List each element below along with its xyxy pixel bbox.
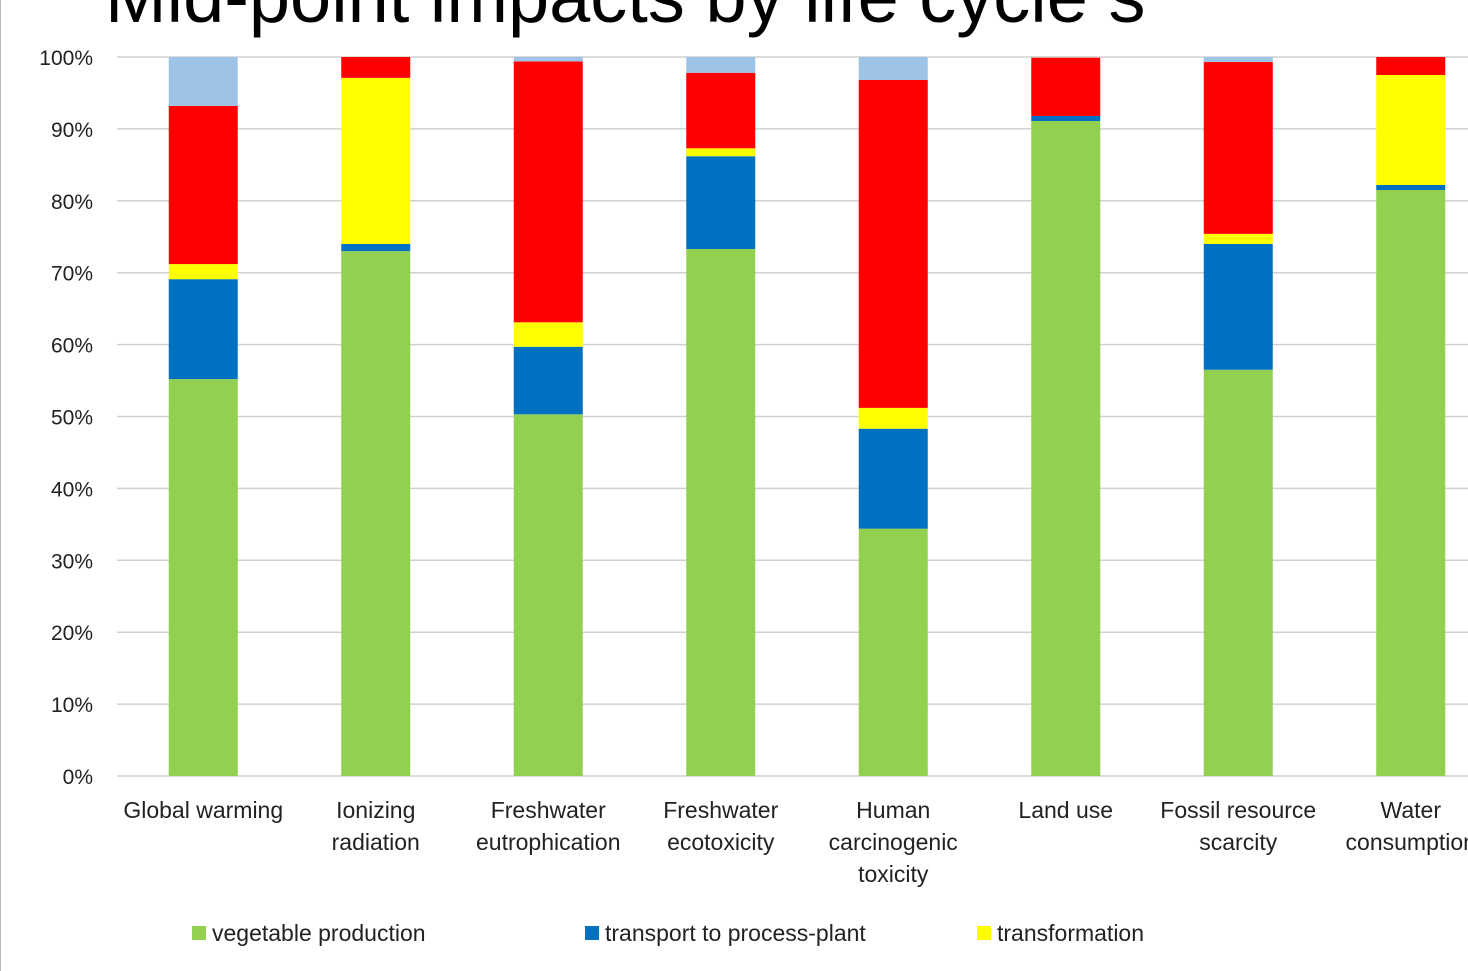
bar-segment (1376, 184, 1446, 191)
y-tick-label: 80% (51, 191, 93, 214)
y-tick-label: 10% (51, 694, 93, 717)
bar-segment (1203, 369, 1273, 776)
y-tick-label: 60% (51, 335, 93, 358)
bar-segment (686, 57, 756, 73)
legend-swatch (585, 926, 599, 940)
y-tick-label: 50% (51, 407, 93, 430)
bar-segment (858, 428, 928, 529)
bar-segment (168, 279, 238, 380)
x-tick-label: Land use (1018, 797, 1114, 823)
bar-segment (1031, 120, 1101, 777)
bar-segment (1203, 243, 1273, 370)
bar-segment (858, 407, 928, 429)
bar-segment (1031, 57, 1101, 116)
bar-segment (341, 77, 411, 244)
legend-label: transformation (997, 920, 1144, 946)
y-tick-label: 20% (51, 622, 93, 645)
bar-segment (858, 57, 928, 81)
x-tick-label: Fossil resource scarcity (1160, 797, 1317, 855)
bar-segment (858, 80, 928, 408)
bar-segment (341, 243, 411, 252)
bar-segment (686, 156, 756, 249)
y-tick-label: 70% (51, 263, 93, 286)
bar-segment (341, 57, 411, 78)
bar-segment (168, 264, 238, 280)
y-tick-label: 40% (51, 478, 93, 501)
bar-segment (1031, 115, 1101, 121)
bar-segment (513, 414, 583, 776)
bar-segment (168, 379, 238, 776)
bar-segment (341, 251, 411, 776)
bar-segment (1203, 62, 1273, 234)
bar-segment (513, 322, 583, 347)
bar-segment (686, 248, 756, 776)
bar-segment (513, 57, 583, 62)
bar-segment (168, 57, 238, 106)
y-tick-label: 0% (63, 766, 93, 789)
bar-segment (513, 346, 583, 415)
x-tick-label: Global warming (123, 797, 284, 823)
legend-label: transport to process-plant (605, 920, 866, 946)
legend-swatch (192, 926, 206, 940)
bar-segment (1376, 57, 1446, 75)
x-tick-label: Freshwater eutrophication (476, 797, 621, 855)
bar-segment (1376, 190, 1446, 776)
x-tick-label: Ionizing radiation (331, 797, 420, 855)
legend-swatch (977, 926, 991, 940)
bar-segment (686, 72, 756, 149)
bar-segment (686, 148, 756, 157)
x-tick-label: Freshwater ecotoxicity (663, 797, 779, 855)
y-tick-label: 100% (39, 47, 93, 70)
legend-label: vegetable production (212, 920, 426, 946)
y-tick-label: 30% (51, 550, 93, 573)
chart-title: Mid-point impacts by life cycle s (105, 0, 1145, 38)
y-tick-label: 90% (51, 119, 93, 142)
bar-segment (513, 61, 583, 323)
bar-segment (858, 528, 928, 776)
bar-segment (1203, 57, 1273, 63)
bar-segment (168, 105, 238, 265)
x-tick-label: Water consumption (1345, 797, 1468, 855)
bar-segment (1376, 74, 1446, 185)
bar-segment (1203, 233, 1273, 244)
x-tick-label: Human carcinogenic toxicity (828, 797, 958, 887)
